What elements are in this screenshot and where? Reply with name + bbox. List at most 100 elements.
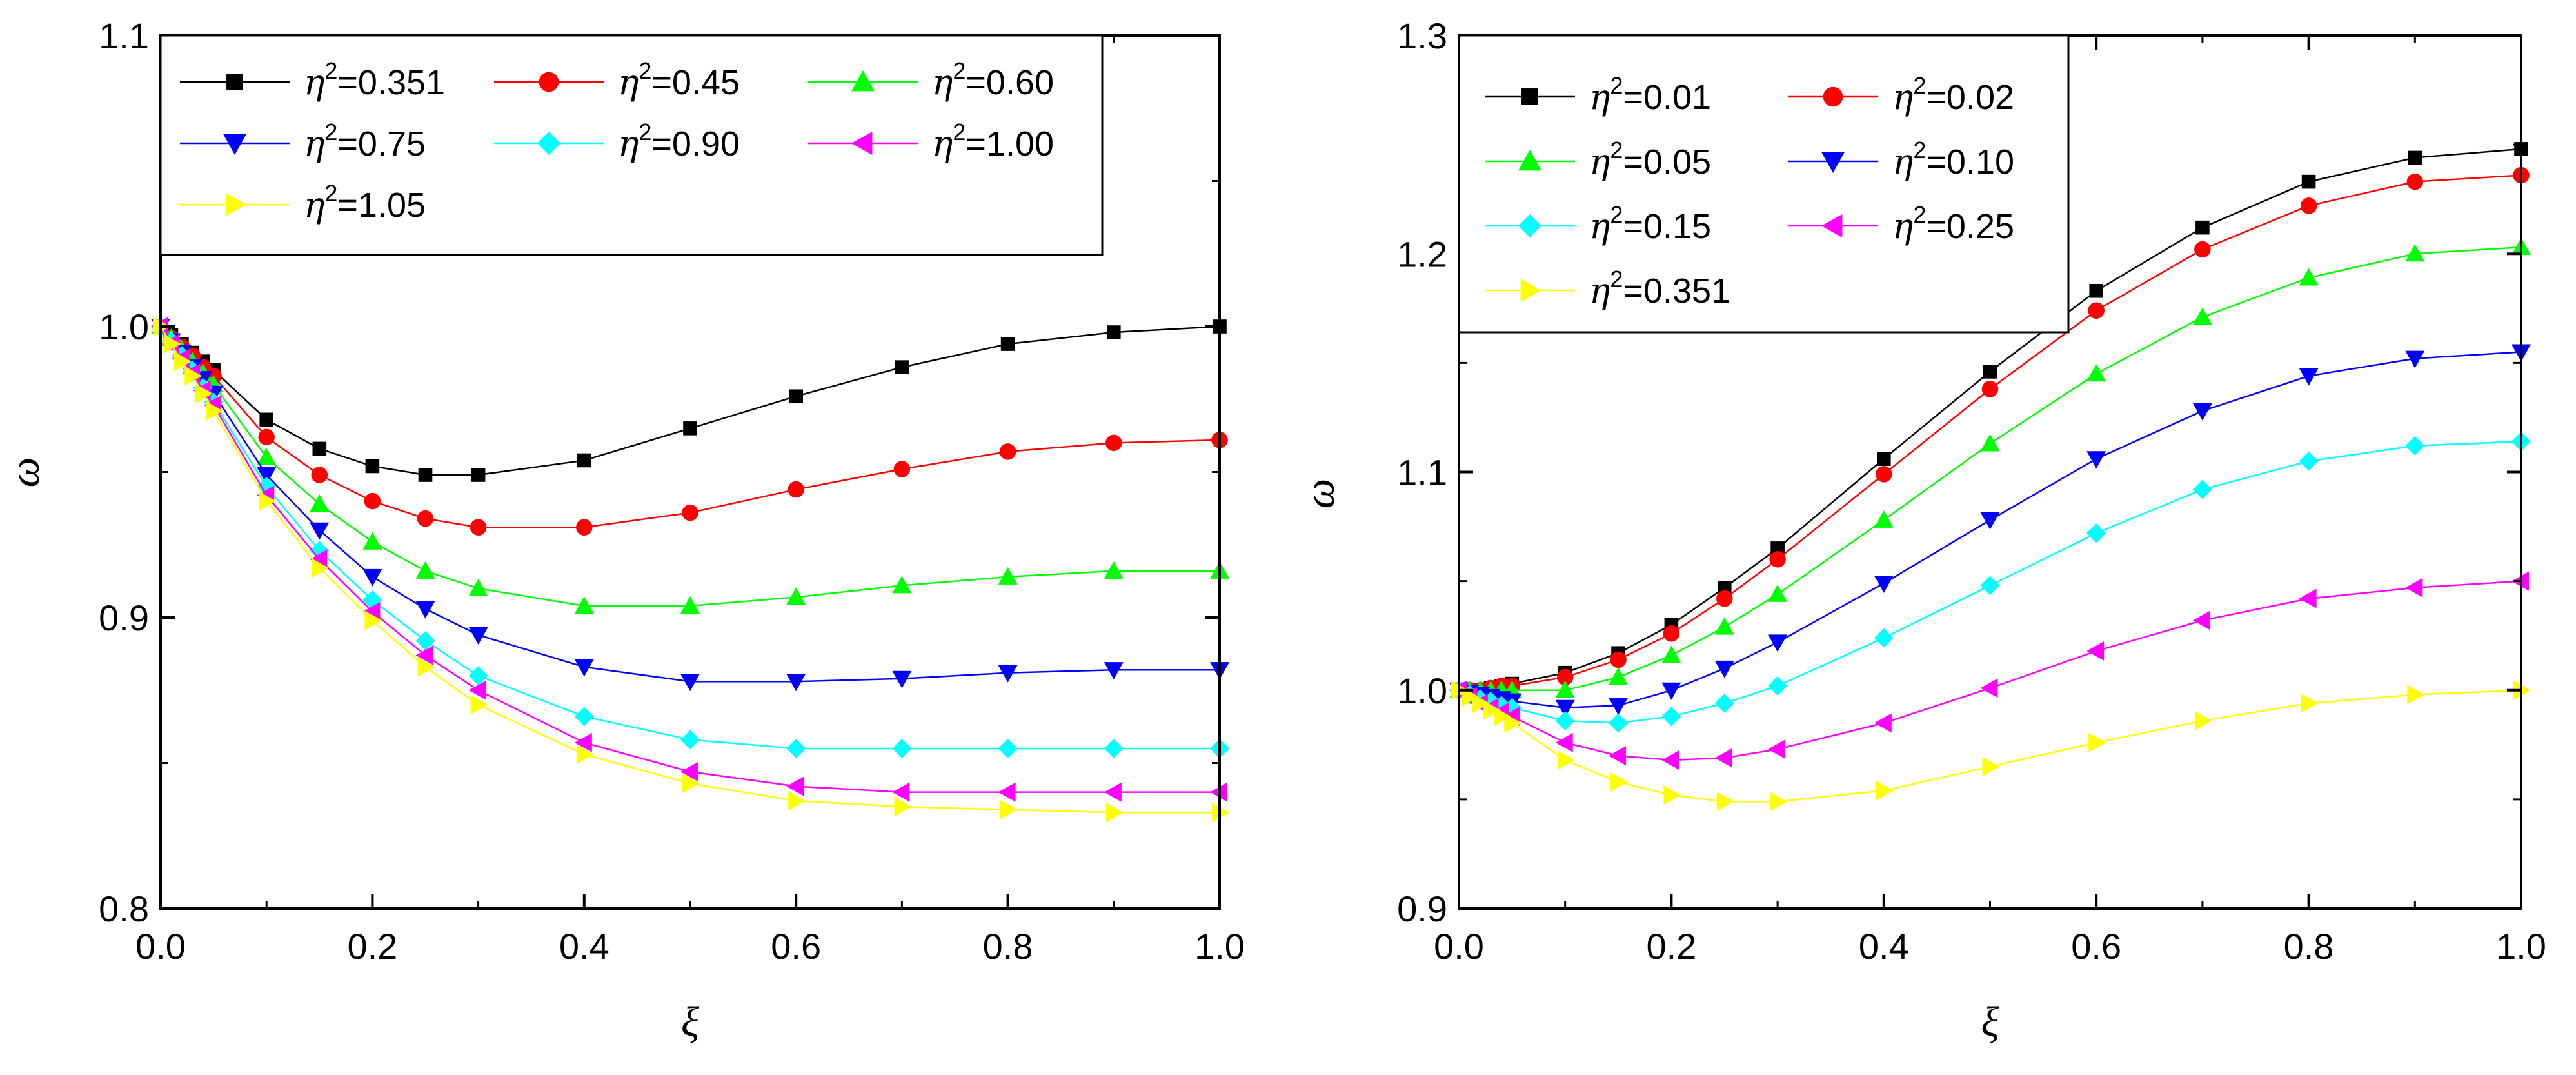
- data-point: [788, 791, 806, 811]
- data-point: [257, 467, 277, 485]
- data-point: [418, 468, 433, 482]
- data-point: [1716, 590, 1733, 607]
- data-point: [1104, 738, 1124, 758]
- legend-swatch-marker: [225, 193, 246, 216]
- data-point: [2192, 307, 2212, 325]
- data-point: [574, 596, 594, 614]
- data-point: [1556, 668, 1574, 686]
- legend-swatch-marker: [1520, 279, 1541, 302]
- legend-box: [159, 34, 1104, 256]
- data-point: [259, 412, 273, 427]
- data-point: [1493, 707, 1511, 727]
- data-point: [1610, 651, 1627, 668]
- legend-swatch-marker: [851, 70, 875, 92]
- data-point: [2086, 523, 2106, 543]
- data-point: [2301, 694, 2319, 714]
- x-tick-label: 0.8: [983, 926, 1033, 967]
- data-point: [470, 519, 487, 536]
- data-point: [362, 601, 381, 621]
- y-tick-label: 1.0: [1397, 670, 1447, 711]
- legend-label: η2=0.60: [932, 57, 1054, 103]
- data-point: [1714, 694, 1734, 714]
- data-point: [893, 461, 911, 477]
- data-point: [574, 707, 594, 727]
- data-point: [2299, 588, 2317, 608]
- y-tick-label: 1.2: [1397, 234, 1447, 274]
- data-point: [1716, 792, 1734, 812]
- data-point: [1000, 799, 1018, 819]
- data-point: [173, 352, 192, 372]
- data-point: [1555, 680, 1575, 698]
- data-point: [1483, 700, 1501, 720]
- legend-swatch-marker: [537, 132, 560, 155]
- data-point: [1770, 792, 1788, 812]
- data-point: [1663, 625, 1680, 642]
- data-point: [417, 657, 435, 677]
- data-point: [998, 782, 1016, 802]
- x-tick-label: 1.0: [1194, 926, 1245, 967]
- data-point: [998, 738, 1018, 758]
- data-point: [1104, 782, 1122, 802]
- legend-label: η2=0.25: [1892, 201, 2014, 246]
- data-point: [468, 666, 488, 686]
- y-axis-label: ω: [1296, 479, 1343, 509]
- series-1-5: [151, 317, 1229, 758]
- data-point: [2301, 174, 2316, 189]
- x-tick-label: 0.4: [1859, 926, 1909, 967]
- data-point: [1714, 617, 1734, 635]
- legend-label: η2=0.15: [1589, 201, 1711, 246]
- data-point: [1504, 713, 1522, 733]
- data-point: [1874, 510, 1894, 528]
- data-point: [894, 797, 912, 817]
- legend-item: η2=0.25: [1788, 201, 2014, 246]
- data-point: [892, 670, 912, 688]
- data-point: [1557, 750, 1575, 770]
- data-point: [1661, 707, 1681, 727]
- data-point: [786, 738, 806, 758]
- legend: η2=0.01 η2=0.02 η2=0.05 η2=0.10 η2=0.15 η2=0.…: [1458, 34, 2070, 334]
- data-point: [1472, 694, 1490, 714]
- series-2-7: [1451, 680, 2531, 812]
- data-point: [786, 674, 806, 692]
- y-tick-label: 1.1: [99, 15, 149, 56]
- data-point: [998, 567, 1018, 585]
- legend-swatch-marker: [851, 132, 873, 155]
- data-point: [1876, 781, 1894, 801]
- data-point: [311, 467, 328, 483]
- data-point: [1555, 699, 1575, 718]
- data-point: [470, 695, 488, 715]
- data-point: [576, 744, 594, 764]
- x-axis-label: ξ: [1981, 998, 1999, 1045]
- y-axis-label: ω: [1, 457, 48, 488]
- y-tick-label: 1.0: [99, 306, 149, 347]
- legend-item: η2=0.90: [494, 119, 740, 164]
- data-point: [1980, 434, 2000, 452]
- data-point: [680, 674, 700, 692]
- data-point: [1983, 365, 1997, 379]
- x-tick-label: 0.0: [135, 926, 186, 967]
- data-point: [364, 610, 382, 630]
- y-tick-label: 1.3: [1397, 15, 1447, 56]
- data-point: [2299, 368, 2319, 386]
- data-point: [1461, 687, 1480, 707]
- data-point: [999, 443, 1016, 460]
- data-point: [2089, 283, 2103, 298]
- data-point: [2086, 364, 2106, 382]
- data-point: [471, 468, 486, 482]
- data-point: [574, 659, 594, 677]
- data-point: [364, 492, 381, 510]
- legend-label: η2=0.45: [618, 57, 740, 103]
- legend-label: η2=0.351: [304, 57, 445, 103]
- data-point: [680, 596, 700, 614]
- data-point: [1000, 337, 1015, 351]
- data-point: [1105, 803, 1124, 823]
- legend-label: η2=0.02: [1892, 72, 2014, 117]
- data-point: [1555, 732, 1573, 752]
- x-tick-label: 0.2: [1646, 926, 1696, 967]
- x-tick-label: 1.0: [2496, 926, 2546, 967]
- data-point: [310, 522, 330, 540]
- chart-panel-2: 0.0 0.2 0.4 0.6 0.8 1.0 0.9 1.0 1.1 1.2 1.3 ξ ω η2=0.…: [1296, 15, 2546, 1045]
- data-point: [2194, 241, 2211, 258]
- legend-swatch-marker: [1823, 86, 1843, 107]
- data-point: [2192, 479, 2212, 499]
